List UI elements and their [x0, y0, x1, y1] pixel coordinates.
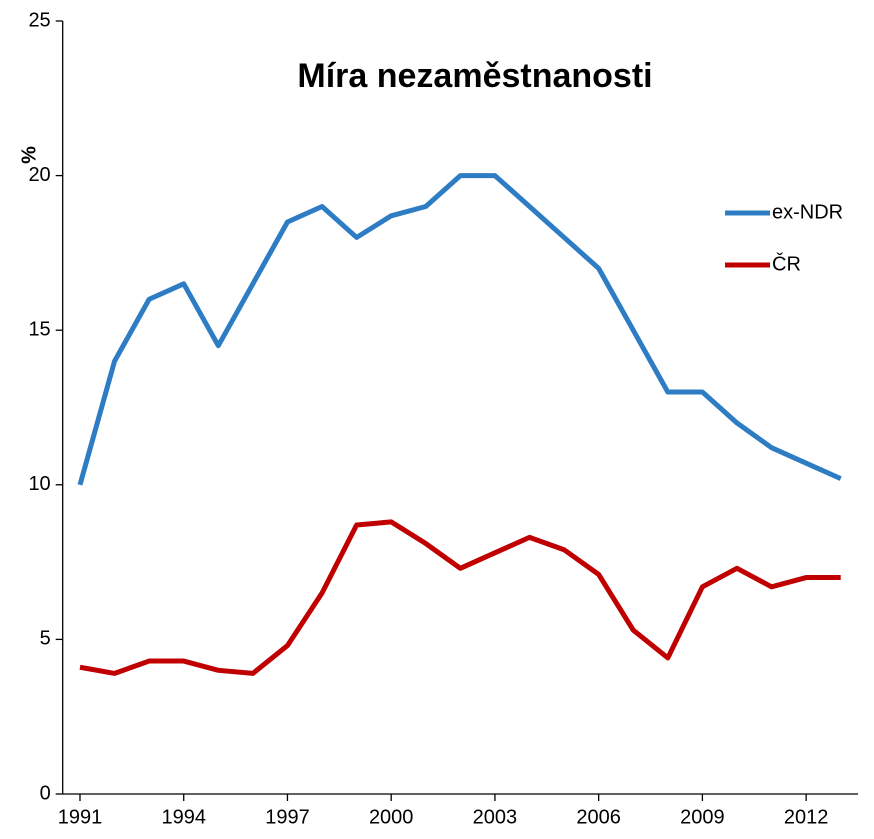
series-line	[77, 173, 842, 486]
x-tick-label: 2006	[576, 806, 621, 828]
x-tick-label: 1997	[265, 806, 310, 828]
x-tick-label: 2009	[680, 806, 725, 828]
y-axis-label: %	[18, 146, 40, 164]
y-tick-label: 15	[28, 318, 50, 340]
y-tick-label: 10	[28, 473, 50, 495]
x-tick-label: 1991	[58, 806, 103, 828]
x-tick-label: 2000	[369, 806, 414, 828]
chart-title: Míra nezaměstnanosti	[297, 57, 652, 95]
y-tick-label: 20	[28, 164, 50, 186]
series-line	[79, 519, 841, 676]
y-tick-label: 0	[40, 782, 51, 804]
x-tick-label: 2012	[784, 806, 829, 828]
y-tick-label: 5	[40, 628, 51, 650]
legend-label: ČR	[772, 252, 801, 275]
x-tick-label: 2003	[473, 806, 518, 828]
legend-label: ex-NDR	[772, 201, 843, 223]
y-tick-label: 25	[28, 9, 50, 31]
x-tick-label: 1994	[161, 806, 206, 828]
